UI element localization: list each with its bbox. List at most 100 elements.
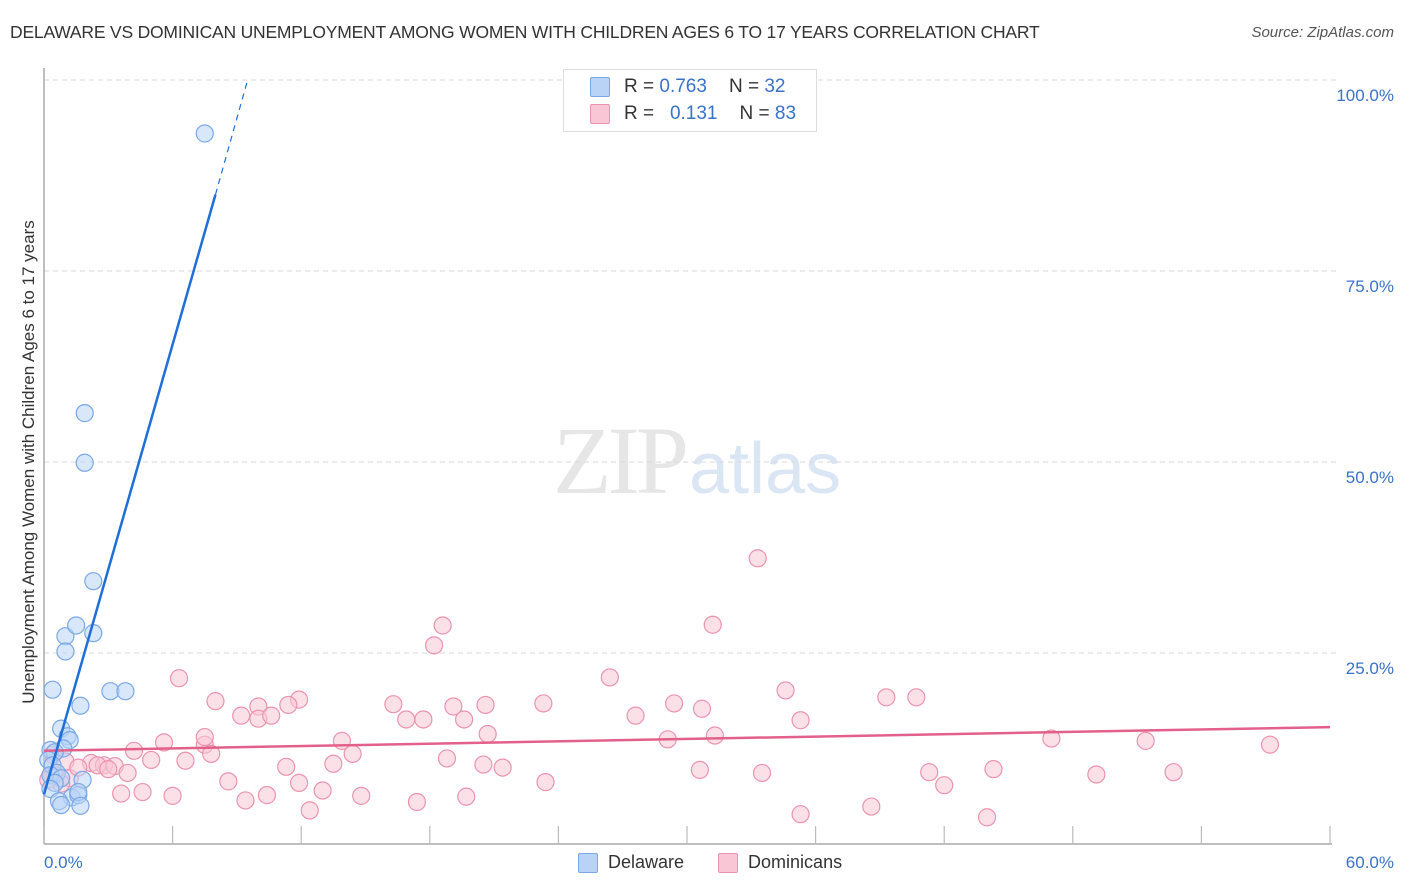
data-point-dominicans [1087, 765, 1106, 784]
data-point-dominicans [176, 751, 195, 770]
data-point-dominicans [476, 695, 495, 715]
delaware-swatch [590, 77, 610, 97]
data-point-delaware [75, 453, 94, 472]
data-point-dominicans [752, 763, 772, 783]
data-point-dominicans [478, 724, 497, 744]
data-point-dominicans [219, 772, 238, 791]
data-point-delaware [71, 696, 90, 715]
dominicans-swatch [590, 104, 610, 124]
data-point-dominicans [324, 754, 343, 773]
data-point-dominicans [112, 784, 131, 803]
data-point-dominicans [776, 681, 795, 700]
data-point-dominicans [626, 706, 645, 725]
r-label: R = [624, 103, 655, 124]
data-point-dominicans [534, 694, 553, 713]
data-point-dominicans [202, 744, 221, 763]
data-point-dominicans [384, 695, 403, 714]
data-point-dominicans [277, 757, 296, 776]
data-point-dominicans [236, 791, 255, 810]
legend-label: Delaware [608, 852, 685, 872]
x-tick-max: 60.0% [1345, 853, 1394, 872]
n-value: 83 [774, 103, 797, 124]
data-point-dominicans [352, 786, 371, 805]
correlation-legend: R = 0.763 N = 32 R = 0.131 N = 83 [563, 69, 817, 132]
data-point-dominicans [600, 668, 619, 687]
data-point-dominicans [397, 710, 416, 729]
y-tick-50: 50.0% [1345, 468, 1394, 487]
data-point-dominicans [791, 711, 810, 730]
data-point-dominicans [124, 741, 144, 760]
data-point-dominicans [984, 760, 1003, 779]
r-value: 0.131 [669, 103, 718, 124]
data-point-dominicans [454, 710, 474, 729]
legend-row-dominicans: R = 0.131 N = 83 [590, 102, 796, 126]
data-point-dominicans [444, 697, 463, 716]
y-axis-label: Unemployment Among Women with Children A… [19, 220, 38, 704]
y-axis-label-container: Unemployment Among Women with Children A… [14, 80, 44, 844]
y-tick-100: 100.0% [1336, 86, 1394, 105]
x-tick-min: 0.0% [44, 853, 83, 872]
trendline-dominicans [43, 725, 1331, 753]
data-point-dominicans [424, 636, 444, 655]
r-value: 0.763 [659, 76, 707, 97]
data-point-dominicans [169, 669, 189, 688]
delaware-swatch [578, 852, 598, 873]
data-point-dominicans [907, 688, 926, 707]
data-point-dominicans [703, 615, 722, 634]
data-point-dominicans [920, 763, 939, 782]
chart-title: DELAWARE VS DOMINICAN UNEMPLOYMENT AMONG… [10, 22, 1040, 42]
data-point-delaware [116, 682, 135, 701]
data-point-dominicans [536, 773, 555, 792]
trendline-extension [214, 79, 249, 195]
data-point-dominicans [457, 787, 476, 806]
data-point-dominicans [414, 710, 433, 729]
data-point-dominicans [433, 616, 452, 635]
data-point-dominicans [665, 694, 684, 713]
legend-label: Dominicans [748, 852, 843, 872]
data-point-dominicans [289, 773, 309, 792]
data-point-dominicans [99, 760, 118, 779]
data-point-dominicans [437, 749, 457, 768]
source-label: Source: ZipAtlas.com [1251, 24, 1394, 41]
y-tick-25: 25.0% [1345, 659, 1394, 678]
legend-item-dominicans[interactable]: Dominicans [718, 852, 842, 873]
n-label: N = [739, 103, 770, 124]
data-point-dominicans [300, 801, 319, 820]
data-point-dominicans [163, 786, 182, 805]
data-point-delaware [56, 642, 75, 661]
dominicans-swatch [718, 852, 739, 873]
data-point-delaware [75, 404, 94, 423]
data-point-dominicans [313, 781, 332, 800]
data-point-dominicans [154, 733, 174, 752]
data-point-dominicans [1042, 729, 1061, 748]
data-point-dominicans [692, 699, 712, 718]
data-point-dominicans [493, 758, 512, 777]
data-point-dominicans [262, 706, 281, 725]
data-point-dominicans [862, 797, 881, 816]
data-point-dominicans [195, 727, 214, 747]
data-point-delaware [52, 795, 71, 815]
data-point-dominicans [935, 776, 954, 795]
legend-row-delaware: R = 0.763 N = 32 [590, 75, 785, 99]
series-legend: Delaware Dominicans [578, 852, 876, 873]
data-point-dominicans [232, 706, 251, 725]
data-point-dominicans [1164, 763, 1183, 782]
r-label: R = [624, 76, 655, 97]
data-point-dominicans [977, 808, 997, 827]
y-tick-75: 75.0% [1345, 277, 1394, 296]
data-point-dominicans [748, 549, 767, 568]
data-point-delaware [195, 124, 214, 143]
data-point-dominicans [206, 692, 225, 711]
data-point-delaware [43, 680, 62, 699]
data-point-dominicans [791, 805, 810, 824]
data-point-dominicans [705, 726, 724, 745]
data-point-dominicans [1136, 731, 1155, 750]
data-point-delaware [84, 572, 103, 591]
data-point-dominicans [343, 744, 362, 763]
legend-item-delaware[interactable]: Delaware [578, 852, 684, 873]
data-point-dominicans [118, 763, 137, 783]
data-point-dominicans [142, 750, 161, 770]
data-point-delaware [71, 796, 90, 815]
n-value: 32 [764, 76, 786, 97]
